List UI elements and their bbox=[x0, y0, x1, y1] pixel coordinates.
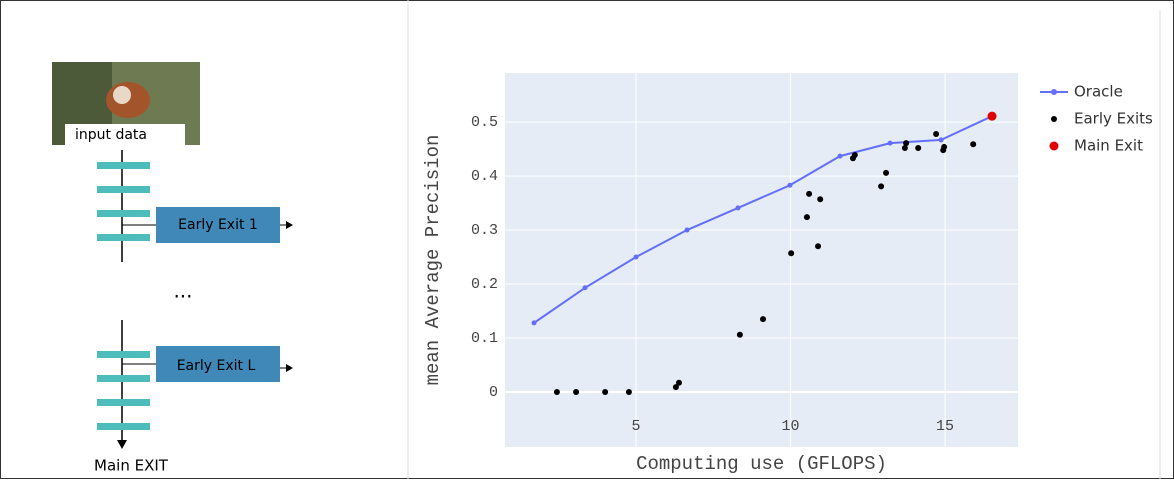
point bbox=[788, 250, 795, 257]
x-axis-label: Computing use (GFLOPS) bbox=[636, 453, 887, 475]
y-tick-label: 0.4 bbox=[471, 168, 498, 185]
point bbox=[851, 152, 858, 159]
point bbox=[602, 388, 609, 395]
point bbox=[970, 141, 977, 148]
point bbox=[625, 388, 632, 395]
point bbox=[901, 145, 908, 152]
point bbox=[675, 379, 682, 386]
legend-label: Main Exit bbox=[1074, 137, 1143, 155]
input-label: input data bbox=[75, 127, 147, 143]
point bbox=[573, 388, 580, 395]
point bbox=[672, 384, 679, 391]
y-axis-label: mean Average Precision bbox=[422, 135, 444, 386]
arrow-head bbox=[286, 364, 293, 372]
arrow-head bbox=[286, 221, 293, 229]
y-tick-label: 0.2 bbox=[471, 276, 498, 293]
point bbox=[815, 243, 822, 250]
point bbox=[787, 182, 793, 188]
y-tick-label: 0.1 bbox=[471, 330, 498, 347]
point bbox=[883, 169, 890, 176]
point bbox=[933, 130, 940, 137]
diagram: input data Early Exit 1 Early Exit L ...… bbox=[52, 62, 293, 475]
y-tick-label: 0.3 bbox=[471, 222, 498, 239]
exit-label: Early Exit L bbox=[177, 358, 256, 374]
exit-box bbox=[156, 207, 280, 243]
point bbox=[735, 205, 741, 211]
legend-label: Early Exits bbox=[1074, 110, 1153, 128]
legend-marker bbox=[1051, 89, 1057, 95]
point bbox=[887, 140, 893, 146]
x-tick-label: 15 bbox=[936, 418, 954, 435]
point bbox=[760, 316, 767, 323]
y-tick-label: 0.5 bbox=[471, 114, 498, 131]
legend-marker bbox=[1051, 116, 1057, 122]
exit-box bbox=[156, 346, 280, 382]
point bbox=[553, 388, 560, 395]
point bbox=[633, 254, 639, 260]
x-tick-label: 5 bbox=[632, 418, 641, 435]
main-exit-label: Main EXIT bbox=[94, 457, 169, 475]
ellipsis: ... bbox=[173, 279, 192, 303]
point bbox=[837, 153, 843, 159]
point bbox=[903, 140, 910, 147]
point bbox=[941, 143, 948, 150]
series-line bbox=[533, 115, 993, 324]
x-tick-label: 10 bbox=[782, 418, 800, 435]
input-label-box bbox=[65, 124, 185, 145]
point bbox=[803, 214, 810, 221]
point bbox=[736, 331, 743, 338]
point bbox=[817, 196, 824, 203]
exit-label: Early Exit 1 bbox=[178, 217, 258, 233]
point bbox=[987, 111, 997, 121]
y-tick-label: 0 bbox=[489, 384, 498, 401]
point bbox=[878, 183, 885, 190]
point bbox=[806, 190, 813, 197]
arrow-head bbox=[117, 440, 127, 449]
point bbox=[684, 227, 690, 233]
point bbox=[915, 145, 922, 152]
input-image-face bbox=[113, 86, 131, 104]
point bbox=[938, 137, 944, 143]
legend-marker bbox=[1049, 141, 1059, 151]
legend-label: Oracle bbox=[1074, 83, 1123, 101]
point bbox=[531, 320, 537, 326]
point bbox=[582, 285, 588, 291]
plot-background bbox=[505, 73, 1018, 447]
layers bbox=[97, 162, 150, 430]
